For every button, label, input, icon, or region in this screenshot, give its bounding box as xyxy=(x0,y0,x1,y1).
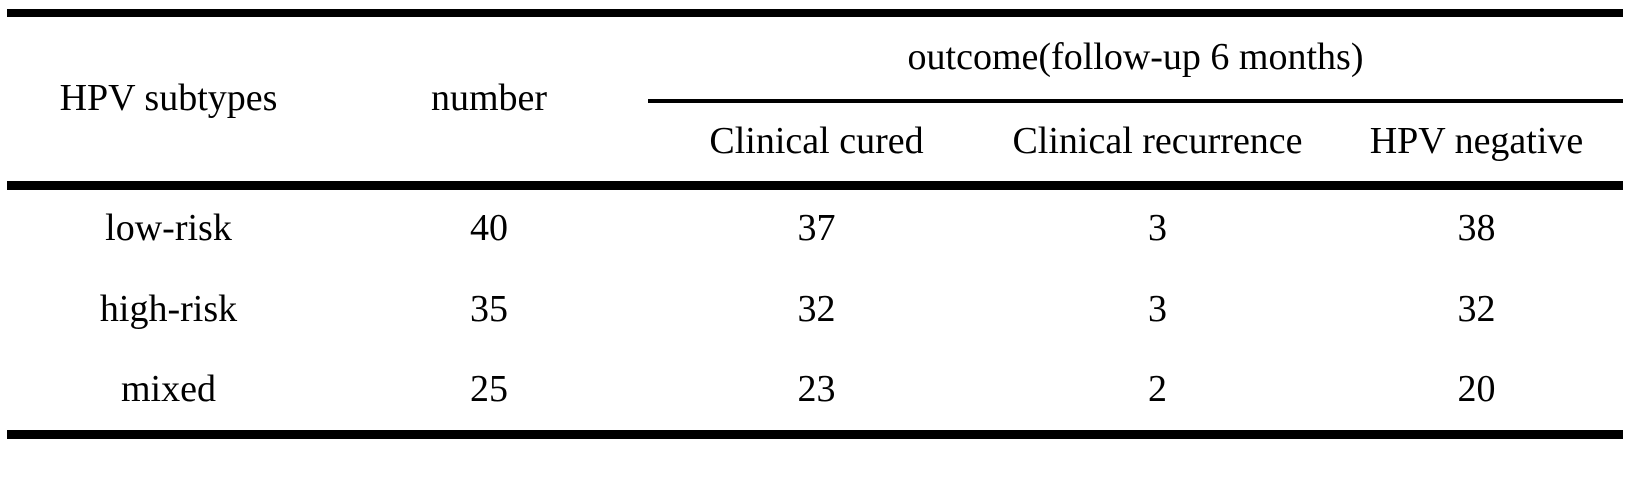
cell-clinical-recurrence: 3 xyxy=(1148,206,1167,249)
row-label: low-risk xyxy=(105,206,232,249)
hpv-outcomes-table: HPV subtypes number outcome(follow-up 6 … xyxy=(7,9,1624,439)
column-header-clinical-cured: Clinical cured xyxy=(709,119,924,162)
table-header: HPV subtypes number outcome(follow-up 6 … xyxy=(7,13,1624,185)
column-header-number: number xyxy=(430,76,548,119)
table-row-high-risk: high-risk 35 32 3 32 xyxy=(7,268,1623,351)
cell-clinical-cured: 37 xyxy=(797,206,836,249)
cell-clinical-recurrence: 3 xyxy=(1148,287,1167,330)
table-row-low-risk: low-risk 40 37 3 38 xyxy=(7,185,1623,268)
column-header-hpv-subtypes: HPV subtypes xyxy=(59,76,278,119)
column-group-header-outcome: outcome(follow-up 6 months) xyxy=(648,13,1624,103)
cell-hpv-negative: 32 xyxy=(1457,287,1496,330)
cell-clinical-cured: 32 xyxy=(797,287,836,330)
cell-hpv-negative: 38 xyxy=(1457,206,1496,249)
cell-number: 40 xyxy=(470,206,508,249)
table-body: low-risk 40 37 3 38 high-risk 35 32 3 32… xyxy=(7,185,1624,434)
cell-hpv-negative: 20 xyxy=(1457,368,1496,411)
table-row-mixed: mixed 25 23 2 20 xyxy=(7,351,1623,434)
cell-number: 35 xyxy=(470,287,508,330)
cell-number: 25 xyxy=(470,368,508,411)
table-header-row-sub: Clinical cured Clinical recurrence HPV n… xyxy=(7,101,1623,185)
column-header-hpv-negative: HPV negative xyxy=(1369,119,1584,162)
cell-clinical-recurrence: 2 xyxy=(1148,368,1167,411)
row-label: high-risk xyxy=(99,287,238,330)
row-label: mixed xyxy=(121,368,216,411)
table-header-row-group: HPV subtypes number outcome(follow-up 6 … xyxy=(7,13,1624,119)
column-header-clinical-recurrence: Clinical recurrence xyxy=(1012,119,1303,162)
cell-clinical-cured: 23 xyxy=(797,368,836,411)
